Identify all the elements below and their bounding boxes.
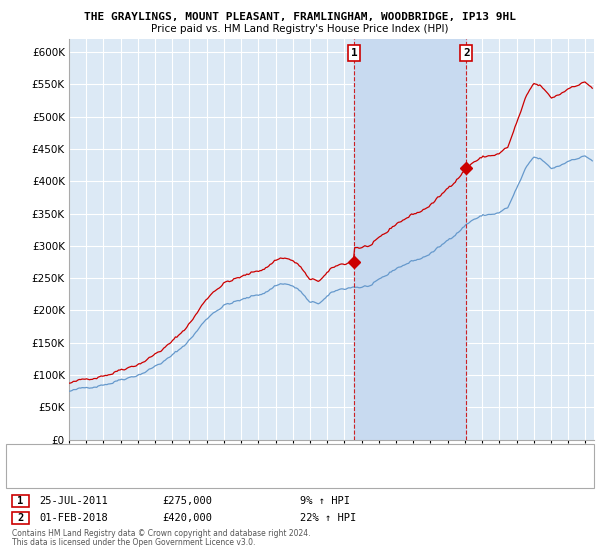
Text: Price paid vs. HM Land Registry's House Price Index (HPI): Price paid vs. HM Land Registry's House … [151, 24, 449, 34]
Text: 9% ↑ HPI: 9% ↑ HPI [300, 496, 350, 506]
Text: Contains HM Land Registry data © Crown copyright and database right 2024.: Contains HM Land Registry data © Crown c… [12, 529, 311, 538]
Text: £275,000: £275,000 [162, 496, 212, 506]
Text: THE GRAYLINGS, MOUNT PLEASANT, FRAMLINGHAM, WOODBRIDGE, IP13 9HL: THE GRAYLINGS, MOUNT PLEASANT, FRAMLINGH… [84, 12, 516, 22]
Text: 25-JUL-2011: 25-JUL-2011 [39, 496, 108, 506]
Text: 1: 1 [17, 496, 23, 506]
Text: 2: 2 [17, 513, 23, 523]
Text: HPI: Average price, detached house, East Suffolk: HPI: Average price, detached house, East… [51, 464, 309, 473]
Text: 01-FEB-2018: 01-FEB-2018 [39, 513, 108, 523]
Text: THE GRAYLINGS, MOUNT PLEASANT, FRAMLINGHAM, WOODBRIDGE, IP13 9HL (detached: THE GRAYLINGS, MOUNT PLEASANT, FRAMLINGH… [51, 449, 449, 458]
Text: This data is licensed under the Open Government Licence v3.0.: This data is licensed under the Open Gov… [12, 538, 256, 547]
Text: £420,000: £420,000 [162, 513, 212, 523]
Text: 2: 2 [463, 48, 470, 58]
Text: 1: 1 [351, 48, 358, 58]
Text: 22% ↑ HPI: 22% ↑ HPI [300, 513, 356, 523]
Bar [354, 39, 466, 440]
